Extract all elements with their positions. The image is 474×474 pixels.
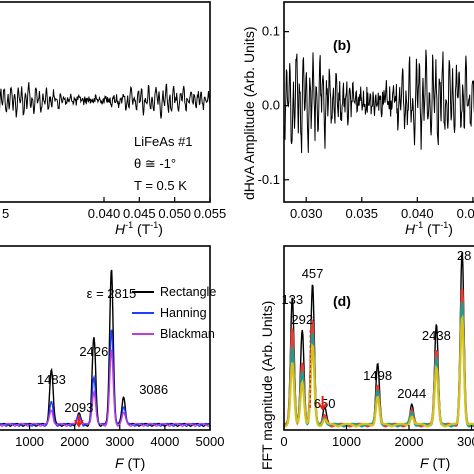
panel-c-arrow [74,415,84,428]
panel-c-peak-label: ε = 2815 [87,286,137,301]
panel-b-ylabel: dHvA Amplitude (Arb. Units) [241,26,257,200]
panel-c-peak-labels: 1483 2093 2426 ε = 2815 3086 [37,286,168,428]
panel-a-xlabel: H-1 (T-1) [115,220,163,237]
panel-b-xtick-label: 0.045 [457,206,474,221]
panel-b-xlabel: H-1 (T-1) [405,220,453,237]
panel-b-ticks: 0.030 0.035 0.040 0.045 0.1 0.0 -0.1 [258,24,474,221]
panel-c-xtick-label: 5000 [196,434,225,449]
panel-d-label: (d) [333,293,351,309]
panel-d-peak-label: 2044 [397,386,426,401]
panel-c-xlabel: F (T) [115,455,145,471]
panel-c-xtick-label: 1000 [15,434,44,449]
panel-d-xtick-label: 0 [280,434,287,449]
panel-c-traces [0,269,211,428]
panel-d-ticks: 0 1000 2000 3000 [280,425,474,449]
panel-c-peak-label: 1483 [37,372,66,387]
panel-d-xlabel: F (T) [420,455,450,471]
panel-d-peak-label: 28 [457,248,471,263]
panel-c-series-blackman-line [0,348,211,428]
panel-b-frame [283,1,474,203]
panel-b-traces [283,49,474,154]
panel-b-ytick-label: 0.0 [262,98,280,113]
legend-label: Rectangle [160,285,216,299]
panel-b: 0.030 0.035 0.040 0.045 0.1 0.0 -0.1 (b) dHvA … [241,1,474,237]
panel-a-xtick-label-edge: 5 [2,206,9,221]
panel-c-xtick-label: 2000 [60,434,89,449]
panel-a-xtick-label: 0.050 [158,206,191,221]
panel-d-peak-label: 292 [291,312,313,327]
panel-a-xtick-label: 0.040 [88,206,121,221]
panel-b-oscillation-line [283,49,474,154]
panel-d: 0 1000 2000 3000 133 292 457 650 1498 2044 2438 28… [259,245,474,471]
panel-c-xtick-label: 4000 [150,434,179,449]
panel-c-peak-label: 2093 [64,400,93,415]
panel-b-label: (b) [333,37,351,53]
panel-d-ylabel: FFT magnitude (Arb. Units) [259,301,275,470]
panel-d-peak-label: 2438 [422,328,451,343]
panel-d-xtick-label: 3000 [457,434,474,449]
panel-d-series-3-line [283,314,474,428]
panel-d-peak-label: 133 [281,292,303,307]
legend-label: Blackman [160,327,215,341]
panel-c-frame [0,245,211,431]
temperature-label: T = 0.5 K [134,178,187,193]
panel-d-xtick-label: 1000 [332,434,361,449]
panel-c-ticks: 1000 2000 3000 4000 5000 [15,425,224,449]
panel-c-peak-label: 2426 [79,344,108,359]
panel-d-peak-labels: 133 292 457 650 1498 2044 2438 28 [281,248,471,411]
panel-a-ticks: 0.040 0.045 0.050 0.055 5 [2,197,226,221]
panel-d-xtick-label: 2000 [395,434,424,449]
panel-d-peak-label: 457 [302,266,324,281]
panel-d-traces [283,252,474,428]
angle-label: θ ≅ -1° [134,156,176,171]
panel-d-arrow [317,396,328,411]
panel-a-oscillation-line [0,82,211,119]
panel-c-xtick-label: 3000 [105,434,134,449]
panel-a-xtick-label: 0.055 [194,206,227,221]
panel-b-xtick-label: 0.030 [290,206,323,221]
panel-c-peak-label: 3086 [139,382,168,397]
panel-a-traces [0,82,211,119]
panel-b-ytick-label: 0.1 [262,24,280,39]
panel-a-xtick-label: 0.045 [123,206,156,221]
panel-d-frame [283,245,474,431]
panel-d-peak-label: 650 [314,396,336,411]
panel-b-ytick-label: -0.1 [258,172,280,187]
sample-label: LiFeAs #1 [134,134,193,149]
panel-b-xtick-label: 0.035 [346,206,379,221]
panel-c: 1000 2000 3000 4000 5000 Rectangle Hanning Bla… [0,245,224,471]
legend-label: Hanning [160,306,207,320]
panel-c-legend: Rectangle Hanning Blackman [132,285,216,341]
panel-b-xtick-label: 0.040 [401,206,434,221]
panel-d-peak-label: 1498 [363,368,392,383]
panel-c-series-hanning-line [0,329,211,428]
